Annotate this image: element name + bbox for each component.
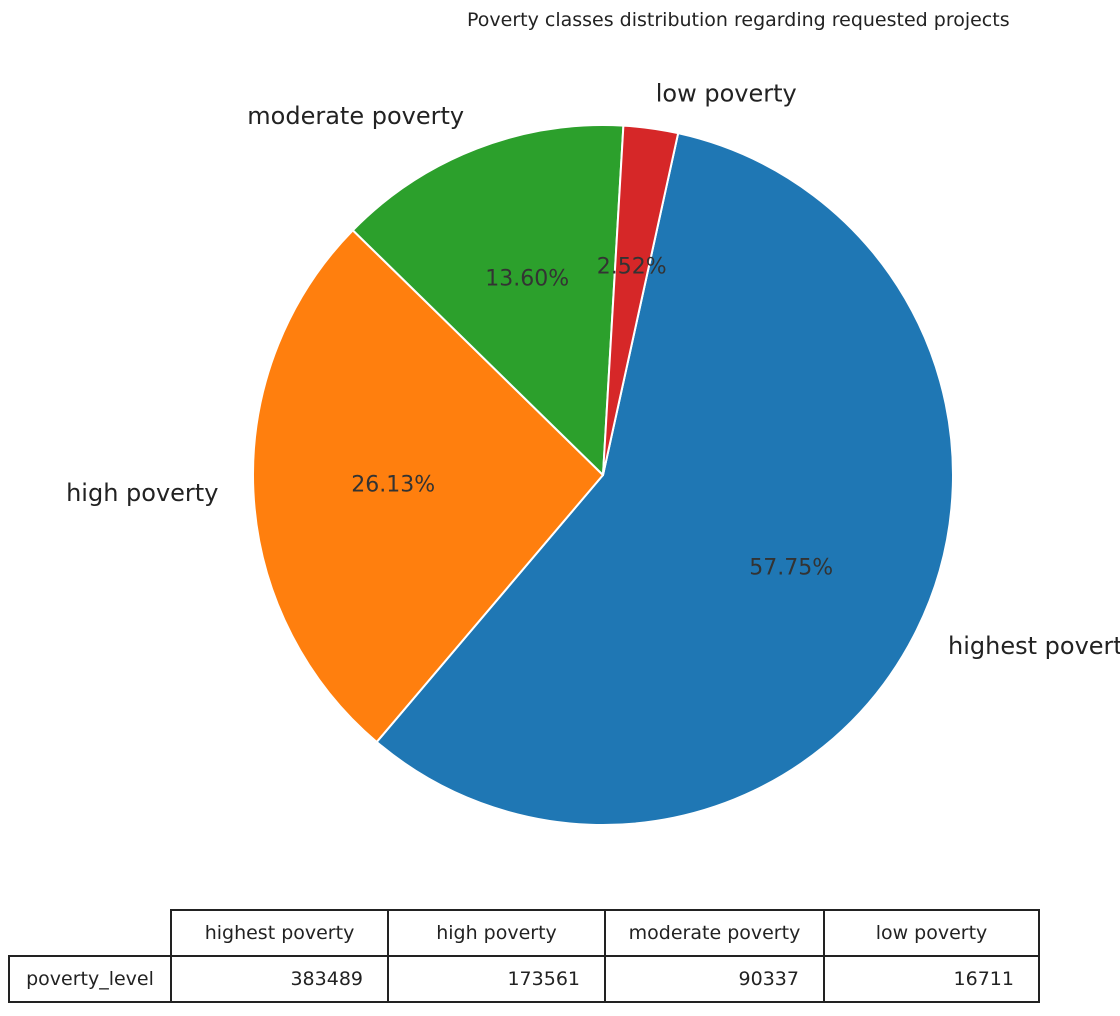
table-corner-cell: [9, 910, 172, 957]
pie-slice-highest-poverty: [375, 132, 954, 826]
pie-percent-label: 13.60%: [485, 267, 569, 292]
table-header-cell: high poverty: [387, 909, 606, 957]
pie-slice-high-poverty: [252, 229, 604, 743]
pie-slices: [252, 124, 954, 826]
table-header-row: highest poverty high poverty moderate po…: [9, 909, 1040, 957]
pie-percent-labels: 57.75% 26.13% 13.60% 2.52%: [351, 254, 833, 580]
chart-title: Poverty classes distribution regarding r…: [467, 9, 1010, 31]
table-cell: 383489: [170, 955, 389, 1003]
pie-category-label: low poverty: [656, 80, 797, 108]
table-cell: 16711: [823, 955, 1040, 1003]
pie-percent-label: 26.13%: [351, 472, 435, 497]
table-cell: 90337: [604, 955, 825, 1003]
table-header-cell: moderate poverty: [604, 909, 825, 957]
pie-category-label: high poverty: [66, 479, 218, 507]
pie-chart: 57.75%26.13%13.60% 2.52% highest povertyh…: [66, 80, 1120, 826]
pie-category-label: moderate poverty: [247, 102, 464, 130]
table-header-cell: highest poverty: [170, 909, 389, 957]
pie-slice-low-poverty: [602, 124, 680, 476]
pie-percent-label: 2.52%: [597, 254, 667, 279]
table-row-label: poverty_level: [8, 955, 172, 1003]
table-cell: 173561: [387, 955, 606, 1003]
table-row: poverty_level 383489 173561 90337 16711: [8, 955, 1040, 1003]
pie-category-label: highest poverty: [948, 632, 1120, 660]
table-header-cell: low poverty: [823, 909, 1040, 957]
pie-slice-moderate-poverty: [351, 124, 625, 476]
pie-percent-label: 57.75%: [749, 556, 833, 581]
pie-category-labels: highest poverty high poverty moderate pove…: [66, 80, 1120, 660]
data-table: highest poverty high poverty moderate po…: [8, 909, 1040, 1003]
